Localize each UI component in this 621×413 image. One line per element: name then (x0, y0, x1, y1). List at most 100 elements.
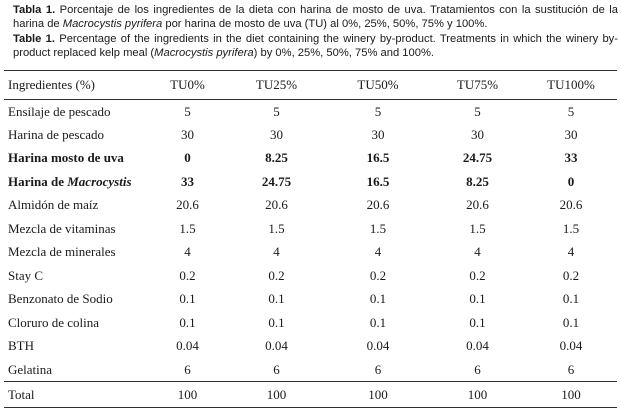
table-row: Harina de pescado 30 30 30 30 30 (4, 123, 617, 147)
value-cell: 6 (184, 361, 191, 377)
ingredient-label: Gelatina (8, 361, 53, 377)
table-row: Gelatina 6 6 6 6 6 (4, 358, 617, 382)
table-body: Ensilaje de pescado 5 5 5 5 5 Harina de pescad… (4, 100, 617, 382)
total-value: 100 (430, 381, 525, 408)
total-row: Total 100 100 100 100 100 (4, 381, 617, 408)
table-row: Benzonato de Sodio 0.1 0.1 0.1 0.1 0.1 (4, 288, 617, 312)
value-cell: 8.25 (265, 150, 288, 166)
caption-es-label: Tabla 1. (13, 4, 56, 16)
value-cell: 30 (371, 126, 385, 142)
caption-es-text1: Porcentaje de los ingredientes de la die… (13, 4, 618, 31)
value-cell: 5 (273, 103, 280, 119)
column-header-tu50: TU50% (326, 70, 430, 101)
value-cell: 20.6 (466, 197, 489, 213)
header-row: Ingredientes (%) TU0% TU25% TU50% TU75% … (4, 70, 617, 101)
value-cell: 1.5 (268, 220, 285, 236)
value-cell: 0.2 (179, 267, 196, 283)
value-cell: 0.1 (369, 291, 387, 307)
caption-en-label: Table 1. (13, 32, 55, 45)
column-header-tu0: TU0% (148, 70, 227, 101)
ingredient-label: Stay C (8, 267, 44, 283)
caption-block: Tabla 1. Porcentaje de los ingredientes … (0, 0, 621, 60)
value-cell: 8.25 (466, 173, 489, 189)
column-header-ingredients: Ingredientes (%) (4, 70, 148, 101)
caption-es-text2: por harina de mosto de uva (TU) al 0%, 2… (162, 18, 488, 31)
ingredient-label: Ensilaje de pescado (8, 103, 111, 119)
total-value: 100 (525, 381, 617, 408)
total-value: 100 (148, 381, 227, 408)
value-cell: 5 (474, 103, 481, 119)
caption-en: Table 1. Percentage of the ingredients i… (13, 32, 618, 61)
value-cell: 0.1 (268, 314, 285, 330)
value-cell: 0.2 (268, 267, 285, 283)
value-cell: 0.1 (179, 314, 196, 330)
value-cell: 0.04 (176, 338, 199, 354)
value-cell: 0.04 (265, 338, 288, 354)
column-header-tu75: TU75% (430, 70, 525, 101)
value-cell: 5 (374, 103, 382, 119)
value-cell: 6 (474, 361, 481, 377)
diet-ingredients-table: Ingredientes (%) TU0% TU25% TU50% TU75% … (4, 70, 617, 409)
value-cell: 16.5 (366, 173, 390, 189)
value-cell: 30 (181, 126, 194, 142)
caption-es-species: Macrocystis pyrifera (62, 18, 163, 31)
value-cell: 6 (374, 361, 382, 377)
value-cell: 0.04 (366, 338, 390, 354)
total-label: Total (4, 381, 148, 408)
ingredient-label: Harina mosto de uva (8, 150, 124, 166)
caption-en-text2: ) by 0%, 25%, 50%, 75% and 100%. (253, 46, 434, 59)
value-cell: 0.1 (268, 291, 285, 307)
value-cell: 0.04 (559, 338, 583, 354)
caption-en-text1: Percentage of the ingredients in the die… (13, 32, 619, 59)
table-row: Stay C 0.2 0.2 0.2 0.2 0.2 (4, 264, 617, 288)
value-cell: 0 (184, 150, 191, 166)
value-cell: 30 (471, 126, 484, 142)
value-cell: 0 (567, 173, 575, 189)
value-cell: 0.1 (369, 314, 387, 330)
total-value: 100 (326, 381, 430, 408)
ingredient-label: BTH (8, 338, 34, 354)
value-cell: 30 (564, 126, 578, 142)
value-cell: 4 (474, 244, 481, 260)
value-cell: 16.5 (366, 150, 390, 166)
table-row: Mezcla de vitaminas 1.5 1.5 1.5 1.5 1.5 (4, 217, 617, 241)
value-cell: 0.2 (562, 267, 580, 283)
value-cell: 20.6 (176, 197, 199, 213)
value-cell: 0.1 (469, 314, 486, 330)
table-row: Almidón de maíz 20.6 20.6 20.6 20.6 20.6 (4, 194, 617, 218)
value-cell: 0.2 (469, 267, 486, 283)
table-row: Mezcla de minerales 4 4 4 4 4 (4, 241, 617, 265)
value-cell: 6 (273, 361, 280, 377)
value-cell: 6 (567, 361, 575, 377)
table-row: BTH 0.04 0.04 0.04 0.04 0.04 (4, 335, 617, 359)
ingredient-label: Mezcla de vitaminas (8, 220, 116, 236)
table-row: Harina de Macrocystis 33 24.75 16.5 8.25 0 (4, 170, 617, 194)
value-cell: 0.04 (466, 338, 489, 354)
value-cell: 5 (184, 103, 191, 119)
ingredient-label: Harina de Macrocystis (8, 173, 132, 189)
ingredient-label: Mezcla de minerales (8, 244, 116, 260)
value-cell: 24.75 (261, 173, 292, 189)
value-cell: 20.6 (265, 197, 288, 213)
value-cell: 30 (270, 126, 283, 142)
value-cell: 4 (184, 244, 191, 260)
value-cell: 4 (567, 244, 575, 260)
table-row: Harina mosto de uva 0 8.25 16.5 24.75 33 (4, 147, 617, 171)
column-header-tu25: TU25% (227, 70, 326, 101)
table-row: Cloruro de colina 0.1 0.1 0.1 0.1 0.1 (4, 311, 617, 335)
ingredient-label: Almidón de maíz (8, 197, 99, 213)
value-cell: 20.6 (559, 197, 583, 213)
value-cell: 1.5 (562, 220, 580, 236)
value-cell: 1.5 (179, 220, 196, 236)
ingredient-label: Benzonato de Sodio (8, 291, 113, 307)
ingredient-label: Harina de pescado (8, 126, 105, 142)
value-cell: 0.1 (562, 291, 580, 307)
value-cell: 0.1 (562, 314, 580, 330)
ingredient-label: Cloruro de colina (8, 314, 99, 330)
value-cell: 33 (564, 150, 578, 166)
caption-en-species: Macrocystis pyrifera (154, 46, 254, 59)
value-cell: 0.1 (469, 291, 486, 307)
value-cell: 4 (374, 244, 382, 260)
value-cell: 5 (567, 103, 575, 119)
